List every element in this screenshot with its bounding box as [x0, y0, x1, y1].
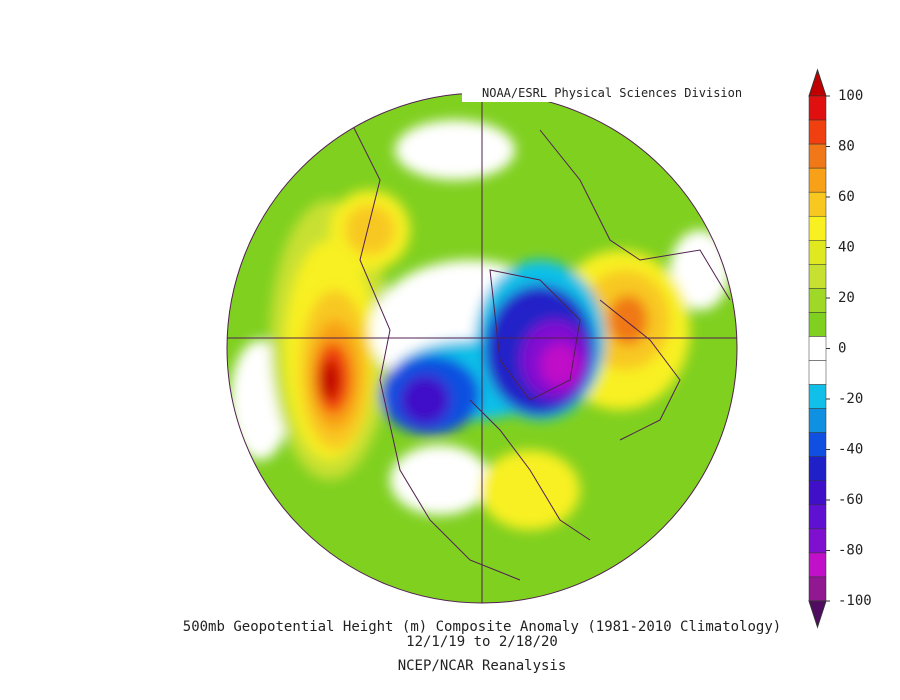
caption-title: 500mb Geopotential Height (m) Composite …	[183, 619, 781, 635]
caption-dates: 12/1/19 to 2/18/20	[406, 634, 558, 650]
anomaly-field	[227, 93, 737, 603]
colorbar-band	[808, 528, 827, 554]
colorbar-band	[808, 167, 827, 193]
colorbar-tick-label: 80	[838, 139, 855, 155]
colorbar-tick-label: -100	[838, 593, 872, 609]
colorbar-band	[808, 384, 827, 409]
credit: NOAA/ESRL Physical Sciences Division	[482, 86, 742, 100]
colorbar-band	[808, 288, 827, 313]
colorbar-band	[808, 312, 827, 337]
colorbar-tick-label: -20	[838, 391, 863, 407]
colorbar-band	[808, 240, 827, 265]
colorbar-band	[808, 215, 827, 241]
colorbar-tick-label: -60	[838, 492, 863, 508]
colorbar-band	[808, 264, 827, 289]
coastlines	[349, 119, 731, 581]
colorbar-tick-label: -40	[838, 442, 863, 458]
colorbar-band	[808, 408, 827, 433]
colorbar-band	[808, 480, 827, 506]
colorbar-tick-label: 40	[838, 240, 855, 256]
colorbar-tick-label: -80	[838, 543, 863, 559]
credit-box	[462, 84, 732, 102]
colorbar-extend-top	[808, 68, 827, 97]
colorbar: 100 80 60 40 20 0 -20 -40 -60 -80 -100	[808, 68, 872, 629]
colorbar-band	[808, 336, 827, 361]
colorbar-band	[808, 432, 827, 457]
colorbar-extend-bottom	[808, 600, 827, 629]
caption-source: NCEP/NCAR Reanalysis	[398, 658, 567, 674]
colorbar-band	[808, 504, 827, 530]
colorbar-band	[808, 95, 827, 121]
colorbar-band	[808, 119, 827, 145]
colorbar-tick-label: 0	[838, 341, 846, 357]
colorbar-band	[808, 552, 827, 578]
colorbar-band	[808, 360, 827, 385]
colorbar-tick-label: 20	[838, 290, 855, 306]
colorbar-band	[808, 191, 827, 217]
colorbar-band	[808, 143, 827, 169]
colorbar-tick-label: 60	[838, 189, 855, 205]
colorbar-tick-label: 100	[838, 88, 863, 104]
colorbar-band	[808, 576, 827, 602]
colorbar-band	[808, 456, 827, 482]
